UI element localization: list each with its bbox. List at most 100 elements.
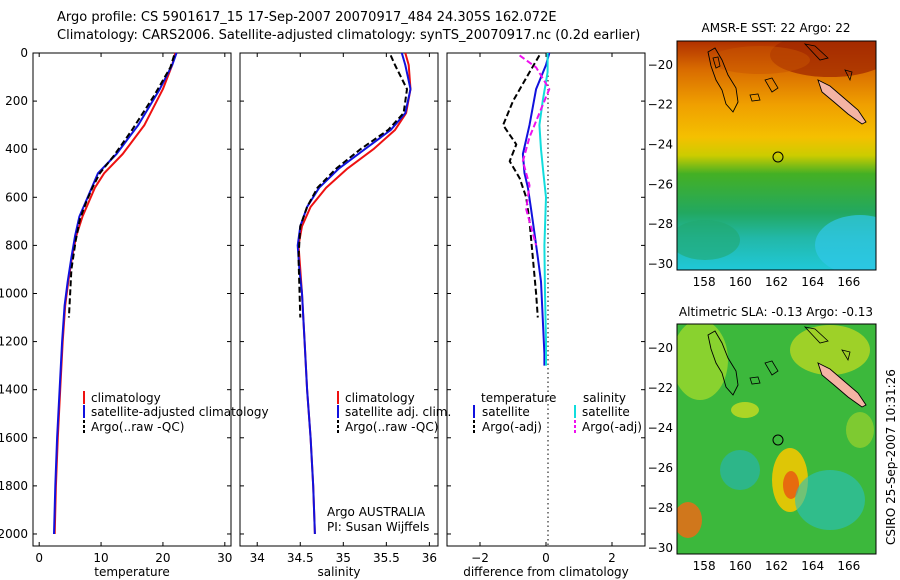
map-y-tick-label: −20 [648, 341, 673, 355]
x-tick-label: 35 [336, 551, 351, 565]
argo-location-marker [772, 434, 784, 446]
map-y-tick-label: −22 [648, 98, 673, 112]
map-y-tick-label: −26 [648, 461, 673, 475]
x-tick-label: 20 [155, 551, 170, 565]
x-axis-label: difference from climatology [463, 565, 629, 579]
map-y-tick-label: −22 [648, 381, 673, 395]
sla-high-patch [677, 324, 728, 400]
salinity-legend: climatology satellite adj. clim. Argo(..… [337, 391, 451, 434]
map-x-tick-label: 160 [729, 559, 752, 573]
y-tick-label: 200 [5, 94, 28, 108]
y-tick-label: 1600 [0, 431, 28, 445]
credit-line-1: Argo AUSTRALIA [327, 505, 426, 519]
legend-label-argo: Argo(..raw -QC) [91, 420, 184, 434]
map-x-tick-label: 162 [765, 275, 788, 289]
map-y-tick-label: −30 [648, 541, 673, 555]
profile-curves [53, 52, 551, 535]
sst-map-title: AMSR-E SST: 22 Argo: 22 [702, 21, 851, 35]
map-x-tick-label: 166 [837, 275, 860, 289]
x-axis-label: salinity [317, 565, 360, 579]
legend-title-salinity: salinity [583, 391, 626, 405]
map-x-tick-label: 164 [801, 559, 824, 573]
legend-label-sal-argo: Argo(-adj) [582, 420, 642, 434]
map-x-tick-label: 158 [693, 559, 716, 573]
sla-map: Altimetric SLA: -0.13 Argo: -0.13 [676, 305, 877, 555]
x-tick-label: 34 [250, 551, 265, 565]
x-tick-label: 0 [542, 551, 550, 565]
legend-label-argo: Argo(..raw -QC) [345, 420, 438, 434]
sst-cool-patch [815, 215, 876, 270]
legend-label-temp-satellite: satellite [482, 405, 530, 419]
legend-label-temp-argo: Argo(-adj) [482, 420, 542, 434]
sla-high-patch [731, 402, 759, 418]
x-tick-label: 10 [93, 551, 108, 565]
new-caledonia [817, 362, 867, 408]
map-x-tick-label: 164 [801, 275, 824, 289]
y-tick-label: 0 [20, 46, 28, 60]
x-tick-label: 0 [35, 551, 43, 565]
coastline [803, 326, 829, 344]
x-axis-label: temperature [94, 565, 169, 579]
header-line-1: Argo profile: CS 5901617_15 17-Sep-2007 … [57, 10, 557, 25]
sst-map-frame [676, 40, 877, 271]
legend-label-satellite: satellite adj. clim. [345, 405, 451, 419]
new-caledonia [817, 79, 867, 125]
sla-high-patch [790, 325, 870, 375]
legend-label-sal-satellite: satellite [582, 405, 630, 419]
series-line-argo-adj- [519, 54, 551, 246]
map-y-tick-label: −28 [648, 217, 673, 231]
sla-high-patch [783, 471, 799, 499]
coastline [764, 360, 779, 376]
y-tick-label: 1200 [0, 335, 28, 349]
series-line-argo-raw-qc- [67, 55, 176, 318]
x-tick-label: −2 [471, 551, 489, 565]
sla-map-frame [676, 323, 877, 555]
map-x-tick-label: 162 [765, 559, 788, 573]
sla-low-patch [795, 470, 865, 530]
map-x-tick-label: 160 [729, 275, 752, 289]
coastline [749, 376, 761, 385]
x-tick-label: 2 [608, 551, 616, 565]
sst-map: AMSR-E SST: 22 Argo: 22 [676, 21, 877, 271]
temperature-panel [32, 52, 232, 547]
map-y-tick-label: −24 [648, 421, 673, 435]
legend-label-climatology: climatology [91, 391, 161, 405]
series-line-satellite-adjusted-climatology [53, 52, 178, 535]
series-line-argo-adj- [502, 54, 541, 318]
map-x-tick-label: 158 [693, 275, 716, 289]
x-tick-label: 35.5 [373, 551, 400, 565]
temperature-legend: climatology satellite-adjusted climatolo… [83, 391, 269, 434]
y-tick-label: 1800 [0, 479, 28, 493]
series-line-satellite [521, 52, 551, 366]
coastline [712, 56, 721, 69]
coastline [844, 69, 853, 82]
legend-title-temperature: temperature [481, 391, 556, 405]
header-line-2: Climatology: CARS2006. Satellite-adjuste… [57, 28, 641, 43]
y-tick-label: 800 [5, 238, 28, 252]
y-tick-label: 600 [5, 190, 28, 204]
map-y-tick-label: −20 [648, 58, 673, 72]
sla-high-patch [677, 502, 702, 538]
map-y-tick-label: −30 [648, 257, 673, 271]
sst-cool-patch [677, 220, 740, 260]
coastline [803, 43, 829, 61]
series-line-satellite [538, 53, 549, 366]
sla-map-title: Altimetric SLA: -0.13 Argo: -0.13 [679, 305, 873, 319]
y-tick-label: 1000 [0, 286, 28, 300]
sla-low-patch [720, 450, 760, 490]
coastline [764, 77, 779, 93]
y-tick-label: 1400 [0, 383, 28, 397]
argo-location-marker [772, 151, 784, 163]
timestamp: CSIRO 25-Sep-2007 10:31:26 [884, 369, 898, 545]
map-y-tick-label: −26 [648, 177, 673, 191]
difference-legend: temperature salinity satellite Argo(-adj… [473, 391, 642, 434]
credit-line-2: PI: Susan Wijffels [327, 520, 429, 534]
legend-label-satellite: satellite-adjusted climatology [91, 405, 269, 419]
coastline [749, 93, 761, 102]
coastline [707, 330, 739, 396]
sst-warm-patch [710, 46, 810, 74]
y-tick-label: 400 [5, 142, 28, 156]
legend-label-climatology: climatology [345, 391, 415, 405]
